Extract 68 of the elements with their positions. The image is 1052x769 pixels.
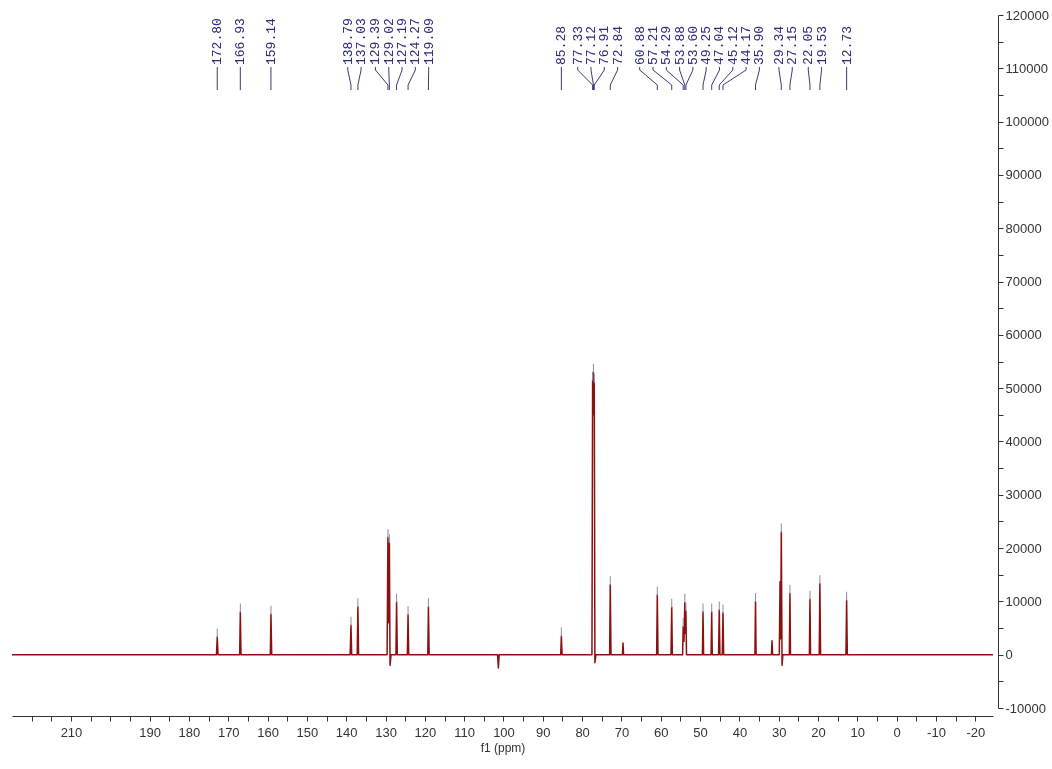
y-tick-label: 70000 — [1005, 274, 1042, 290]
annotation: 22.05 — [801, 25, 817, 65]
annotation: 19.53 — [814, 25, 830, 65]
x-tick-label: 150 — [296, 724, 319, 740]
annotation: 54.29 — [659, 25, 675, 65]
annotation: 27.15 — [785, 25, 801, 65]
annotation: 60.88 — [632, 25, 648, 65]
annotation: 138.79 — [340, 18, 356, 65]
x-tick-label: -20 — [966, 724, 986, 740]
x-tick-label: 130 — [375, 724, 397, 740]
annotation: 129.02 — [381, 18, 397, 65]
annotation: 45.12 — [725, 25, 741, 65]
annotation: 53.88 — [672, 25, 688, 65]
annotation: 47.04 — [712, 25, 728, 65]
x-tick-label: 30 — [771, 724, 787, 740]
annotation: 29.34 — [771, 25, 787, 65]
x-tick-label: 110 — [454, 724, 476, 740]
x-tick-label: 210 — [60, 724, 83, 740]
annotation: 172.80 — [210, 18, 226, 65]
x-tick-label: 20 — [811, 724, 826, 740]
annotation: 159.14 — [263, 17, 279, 65]
y-tick-label: 100000 — [1005, 114, 1049, 130]
y-tick-label: -10000 — [1005, 700, 1046, 716]
x-tick-label: 10 — [850, 724, 866, 740]
x-tick-label: 90 — [536, 724, 551, 740]
x-tick-label: 160 — [257, 724, 279, 740]
x-tick-label: 70 — [614, 724, 630, 740]
y-tick-label: 80000 — [1005, 220, 1042, 236]
annotation: 127.19 — [395, 18, 411, 65]
annotation: 76.91 — [597, 25, 613, 65]
annotation: 77.33 — [570, 25, 586, 65]
x-tick-label: 180 — [178, 724, 201, 740]
annotation: 12.73 — [839, 25, 855, 65]
annotation: 166.93 — [233, 18, 249, 65]
annotation: 53.60 — [685, 25, 701, 65]
annotation: 57.21 — [646, 25, 661, 65]
y-tick-label: 120000 — [1005, 7, 1049, 23]
x-tick-label: 170 — [217, 724, 240, 740]
annotation: 49.25 — [699, 25, 715, 65]
y-tick-label: 60000 — [1005, 327, 1042, 343]
x-tick-label: 140 — [335, 724, 358, 740]
x-tick-label: 50 — [693, 724, 708, 740]
x-tick-label: 80 — [575, 724, 590, 740]
annotation: 124.27 — [408, 18, 424, 65]
x-tick-label: 120 — [414, 724, 437, 740]
annotation: 77.12 — [584, 25, 599, 65]
annotation: 35.90 — [752, 25, 768, 65]
annotation: 137.03 — [354, 18, 370, 65]
annotation: 129.39 — [368, 18, 384, 65]
y-tick-label: 110000 — [1005, 60, 1048, 76]
x-tick-label: 60 — [654, 724, 669, 740]
annotation: 85.28 — [554, 25, 570, 65]
y-tick-label: 40000 — [1005, 433, 1042, 449]
x-axis-title: f1 (ppm) — [480, 740, 526, 755]
x-tick-label: 40 — [732, 724, 748, 740]
x-tick-label: -10 — [927, 724, 946, 740]
x-tick-label: 0 — [893, 724, 901, 740]
y-tick-label: 50000 — [1005, 380, 1042, 396]
annotation: 44.17 — [739, 25, 755, 65]
y-tick-label: 0 — [1005, 647, 1013, 663]
y-tick-label: 90000 — [1005, 167, 1042, 183]
y-tick-label: 10000 — [1005, 593, 1042, 609]
annotation: 119.09 — [421, 18, 437, 65]
annotation: 72.84 — [610, 25, 626, 65]
x-tick-label: 190 — [139, 724, 161, 740]
y-tick-label: 30000 — [1005, 487, 1042, 503]
y-tick-label: 20000 — [1005, 540, 1042, 556]
x-tick-label: 100 — [493, 724, 515, 740]
